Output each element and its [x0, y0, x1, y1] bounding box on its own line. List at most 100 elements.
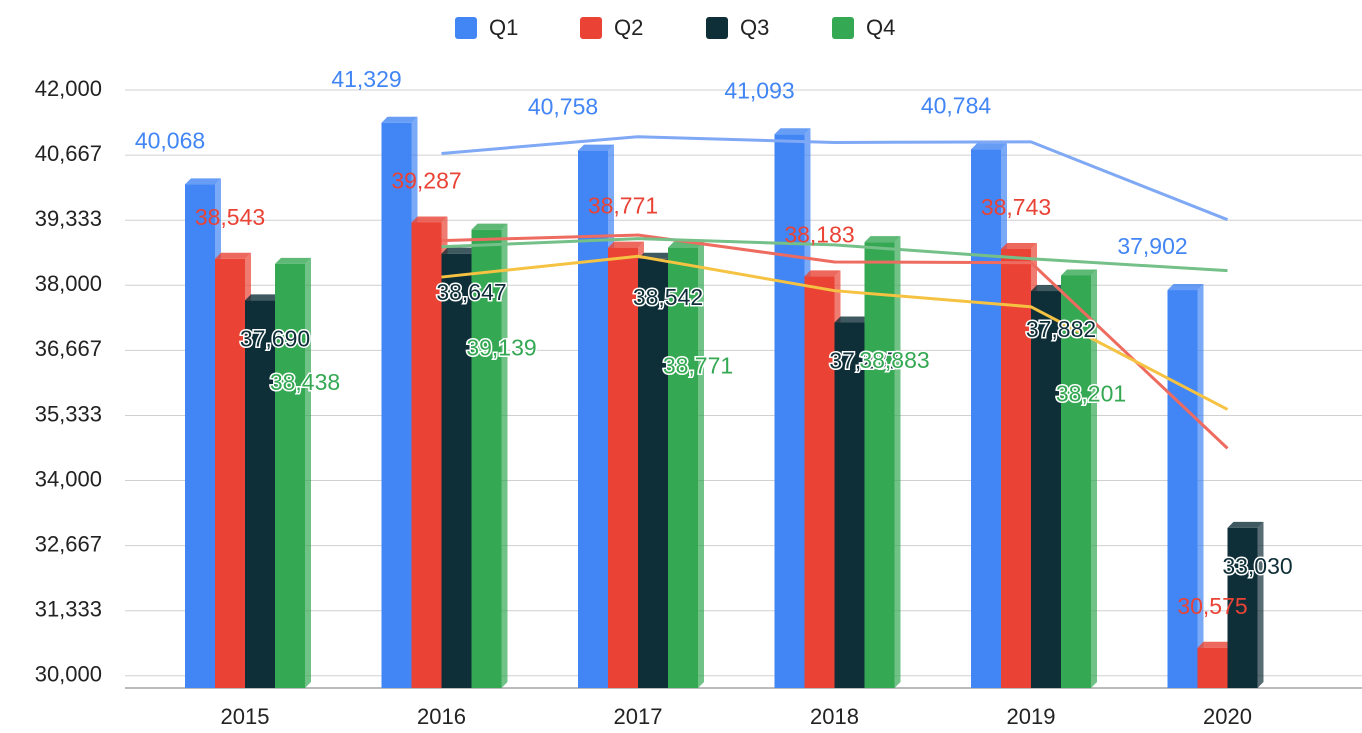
bar [608, 247, 638, 688]
bar-top [215, 252, 251, 259]
trend-line [441, 254, 1229, 411]
data-label: 38,771 [663, 353, 733, 379]
y-tick-label: 30,000 [35, 662, 102, 687]
data-label: 37,882 [1026, 316, 1096, 342]
bar-top [471, 223, 508, 230]
legend-label: Q1 [489, 15, 518, 40]
y-tick-label: 36,667 [35, 336, 102, 361]
bar [971, 149, 1001, 688]
bar [804, 276, 835, 688]
data-label: 39,139 [466, 335, 536, 361]
data-label: 41,093 [724, 77, 794, 103]
x-tick-label: 2018 [810, 704, 859, 729]
y-tick-label: 34,000 [35, 466, 102, 491]
x-tick-label: 2016 [417, 704, 466, 729]
bar-top [804, 270, 841, 277]
data-label: 38,438 [270, 369, 340, 395]
data-label: 38,883 [859, 347, 929, 373]
legend-swatch [706, 17, 728, 39]
bar-side [1197, 284, 1204, 688]
bar [275, 263, 305, 688]
bar [1227, 527, 1258, 688]
x-tick-label: 2019 [1007, 704, 1056, 729]
data-label: 33,030 [1222, 553, 1292, 579]
bar [668, 247, 698, 688]
y-tick-label: 38,000 [35, 271, 102, 296]
trend-line [441, 135, 1229, 222]
y-tick-label: 39,333 [35, 206, 102, 231]
legend-swatch [580, 17, 602, 39]
bar-side [894, 236, 901, 688]
legend-swatch [832, 17, 854, 39]
bar-top [245, 294, 281, 301]
bar [774, 134, 805, 688]
bar-top [275, 257, 311, 264]
data-label: 37,237 [829, 348, 899, 374]
bar [578, 150, 608, 688]
legend-swatch [455, 17, 477, 39]
bar-side [501, 223, 508, 688]
y-tick-label: 40,667 [35, 141, 102, 166]
bar-side [698, 241, 704, 688]
data-label: 37,690 [240, 325, 310, 351]
bar [411, 222, 442, 688]
data-label: 40,758 [528, 94, 598, 120]
y-tick-label: 32,667 [35, 531, 102, 556]
data-label: 38,743 [981, 194, 1051, 220]
bar-top [864, 236, 901, 243]
data-label: 38,183 [784, 221, 854, 247]
bar-top [971, 143, 1007, 150]
bar-top [411, 216, 448, 223]
bar [185, 184, 215, 688]
bar [638, 258, 668, 688]
data-label: 38,542 [633, 284, 703, 310]
data-label: 38,771 [588, 193, 658, 219]
data-label: 39,287 [391, 168, 461, 194]
bar [1001, 248, 1031, 688]
bar [834, 322, 865, 688]
bar-top [441, 247, 478, 254]
bar [381, 122, 412, 689]
legend-label: Q2 [614, 15, 643, 40]
y-tick-label: 35,333 [35, 401, 102, 426]
bar [1197, 647, 1228, 688]
bar-top [185, 178, 221, 185]
data-label: 30,575 [1177, 593, 1247, 619]
data-label: 38,543 [195, 204, 265, 230]
x-tick-label: 2017 [614, 704, 663, 729]
y-tick-label: 42,000 [35, 76, 102, 101]
data-label: 40,784 [921, 92, 992, 118]
trend-line [441, 233, 1229, 450]
bar-side [1091, 269, 1097, 688]
bar-top [578, 144, 614, 151]
data-label: 40,068 [135, 127, 205, 153]
bar [215, 258, 245, 688]
bar [864, 242, 895, 688]
bar-top [608, 241, 644, 248]
bar [1031, 291, 1061, 688]
x-tick-label: 2015 [221, 704, 270, 729]
x-tick-label: 2020 [1203, 704, 1252, 729]
trend-line [441, 237, 1228, 273]
bar-top [834, 316, 871, 323]
data-label: 37,902 [1117, 233, 1187, 259]
bar-side [1257, 521, 1264, 688]
bar-top [1227, 521, 1264, 528]
bar-top [381, 116, 418, 123]
y-tick-label: 31,333 [35, 597, 102, 622]
bar [1167, 290, 1198, 688]
bar [441, 253, 472, 688]
bar-top [1061, 269, 1097, 276]
legend-label: Q4 [866, 15, 895, 40]
bar-side [305, 257, 311, 688]
data-label: 38,201 [1056, 381, 1126, 407]
bar [245, 300, 275, 688]
legend-label: Q3 [740, 15, 769, 40]
bar-top [1001, 242, 1037, 249]
data-label: 38,647 [436, 279, 506, 305]
bar-top [1197, 641, 1234, 648]
data-label: 41,329 [331, 66, 401, 92]
bar [1061, 275, 1091, 688]
bar [471, 229, 502, 688]
